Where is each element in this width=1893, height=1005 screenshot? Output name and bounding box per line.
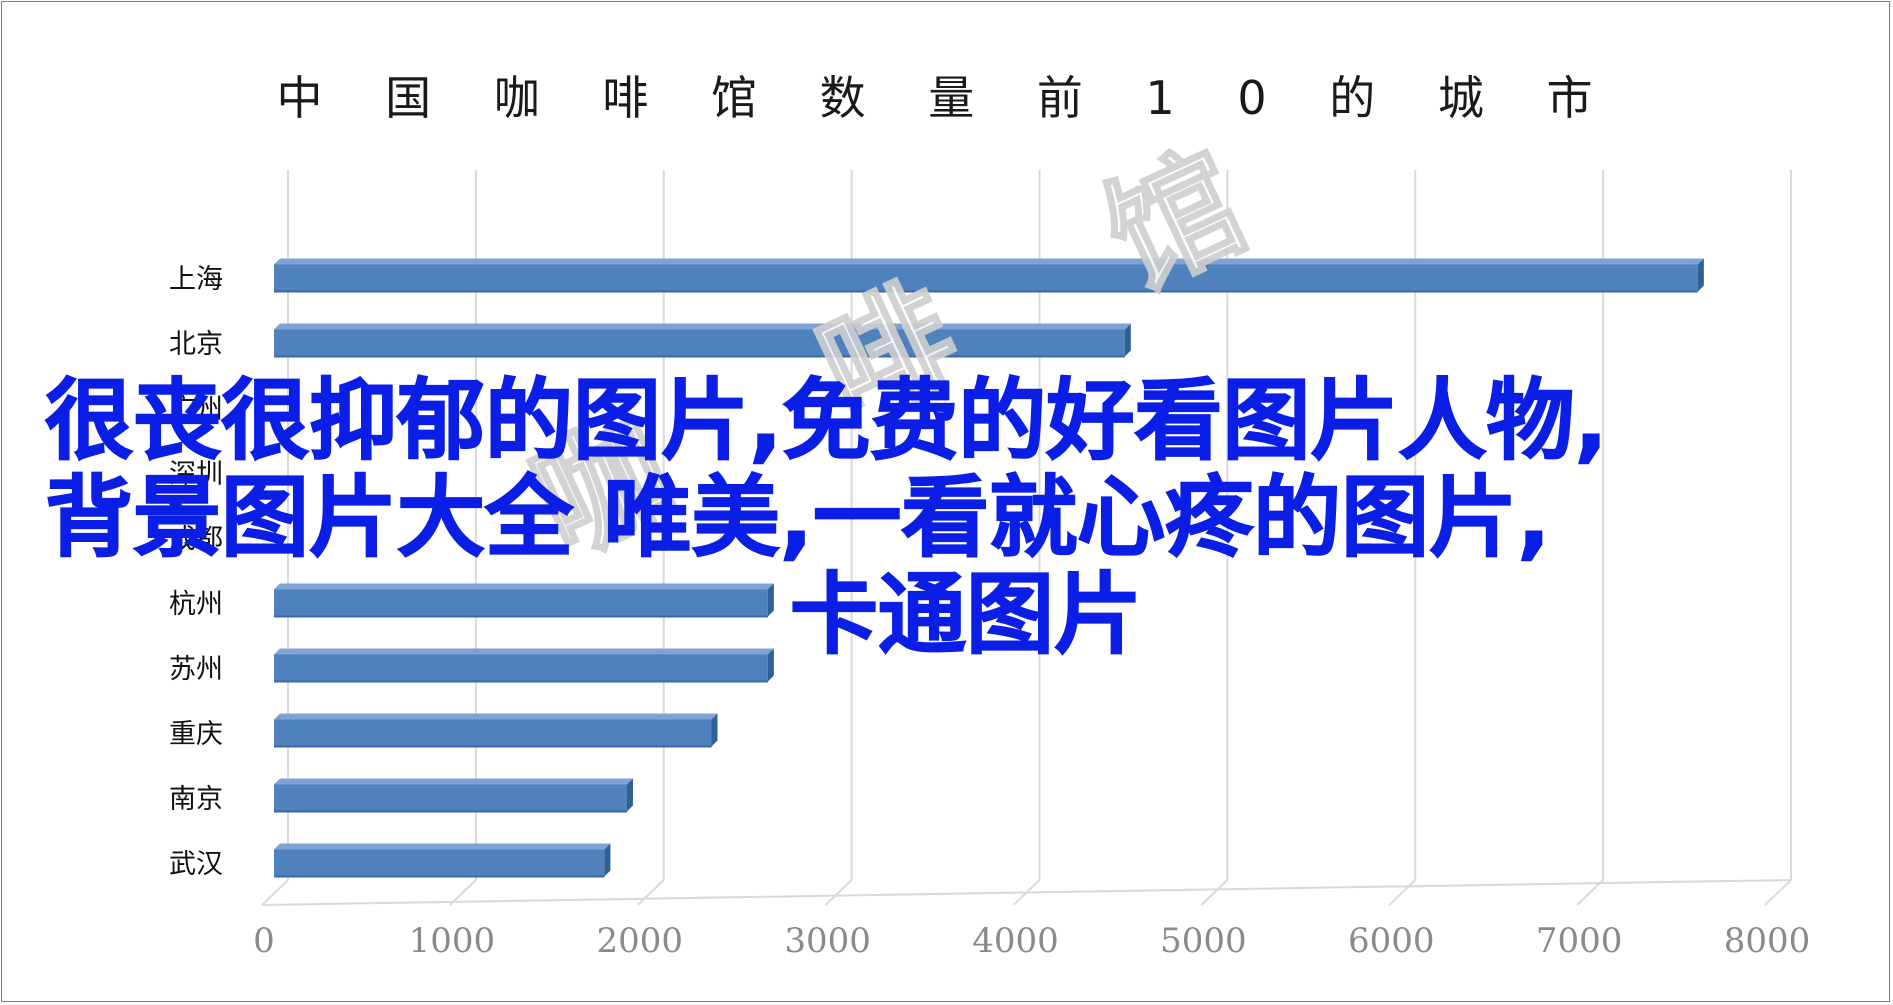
gridline-floor (1200, 879, 1229, 906)
bar-end-face (626, 778, 633, 812)
caption-line: 背景图片大全 唯美,一看就心疼的图片, (44, 466, 1551, 569)
bar (274, 264, 1698, 292)
bar (274, 784, 627, 812)
bar-end-face (1124, 323, 1131, 357)
chart-title: 中 国 咖 啡 馆 数 量 前 1 0 的 城 市 (276, 71, 1617, 125)
x-tick-label: 2000 (596, 921, 683, 961)
x-axis-floor (261, 879, 1792, 906)
bar-top-face (274, 713, 718, 720)
bar (274, 589, 768, 617)
caption-line: 很丧很抑郁的图片,免费的好看图片人物, (44, 369, 1608, 472)
bar-top-face (274, 778, 633, 785)
overlay-caption: 很丧很抑郁的图片,免费的好看图片人物, 背景图片大全 唯美,一看就心疼的图片, … (44, 369, 1845, 666)
bar-end-face (767, 648, 774, 682)
bar-top-face (274, 583, 774, 590)
x-tick-label: 3000 (784, 921, 871, 961)
x-tick-label: 4000 (972, 921, 1059, 961)
y-category-label: 南京 (169, 784, 223, 815)
gridline-floor (449, 879, 477, 906)
y-category-label: 上海 (169, 264, 223, 295)
y-category-label: 重庆 (169, 719, 223, 750)
y-category-label: 苏州 (169, 654, 223, 685)
bar-end-face (767, 583, 774, 617)
y-category-label: 北京 (169, 329, 223, 360)
bar-top-face (274, 843, 611, 850)
gridline-floor (1388, 879, 1416, 906)
x-tick-label: 0 (253, 921, 275, 961)
caption-line: 卡通图片 (789, 563, 1143, 666)
y-category-label: 广州 (169, 394, 223, 425)
bar-top-face (274, 258, 1704, 265)
gridline-floor (1764, 879, 1792, 906)
bar-end-face (711, 713, 718, 747)
x-tick-label: 8000 (1724, 921, 1811, 961)
x-tick-label: 6000 (1348, 921, 1435, 961)
bar-end-face (1697, 258, 1704, 292)
y-category-label: 杭州 (169, 589, 223, 620)
bar (274, 719, 712, 747)
gridline-floor (1576, 879, 1604, 906)
x-tick-label: 7000 (1536, 921, 1623, 961)
bar (274, 849, 605, 877)
bar-end-face (604, 843, 611, 877)
bar (274, 329, 1125, 357)
gridline-floor (637, 879, 665, 906)
x-tick-label: 1000 (409, 921, 496, 961)
y-category-label: 武汉 (169, 849, 223, 880)
bar-top-face (274, 648, 774, 655)
y-category-label: 成都 (169, 524, 223, 555)
bar-top-face (274, 323, 1131, 330)
gridline-floor (824, 879, 853, 906)
bar (274, 654, 768, 682)
gridline-floor (261, 879, 289, 906)
y-category-label: 深圳 (169, 459, 223, 490)
x-tick-label: 5000 (1160, 921, 1247, 961)
